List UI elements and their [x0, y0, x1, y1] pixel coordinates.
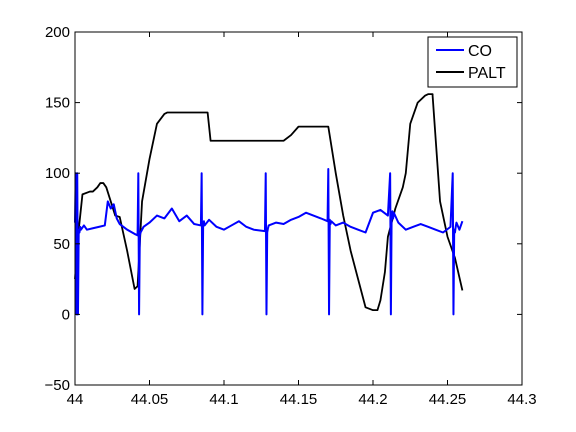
plot-lines — [74, 93, 464, 316]
x-tick-label: 44.15 — [280, 391, 318, 408]
y-tick-label: 150 — [45, 95, 70, 112]
series-line-palt — [74, 93, 464, 312]
x-tick-label: 44.05 — [131, 391, 169, 408]
x-tick-label: 44 — [67, 391, 84, 408]
axis-tick-labels: 44 44.05 44.1 44.15 44.2 44.25 44.3 −50 0 50 100 15… — [45, 24, 537, 408]
x-tick-label: 44.2 — [358, 391, 387, 408]
x-tick-label: 44.3 — [507, 391, 536, 408]
y-tick-label: 0 — [62, 306, 70, 323]
legend: CO PALT — [427, 36, 518, 88]
series-line-co — [74, 167, 464, 316]
x-tick-label: 44.25 — [429, 391, 467, 408]
x-tick-label: 44.1 — [209, 391, 238, 408]
axis-ticks — [74, 31, 523, 386]
y-tick-label: 200 — [45, 24, 70, 41]
legend-label-co: CO — [468, 43, 492, 60]
legend-label-palt: PALT — [468, 65, 506, 82]
y-tick-label: −50 — [45, 377, 70, 394]
legend-box — [427, 36, 518, 88]
y-tick-label: 100 — [45, 165, 70, 182]
y-tick-label: 50 — [53, 236, 70, 253]
